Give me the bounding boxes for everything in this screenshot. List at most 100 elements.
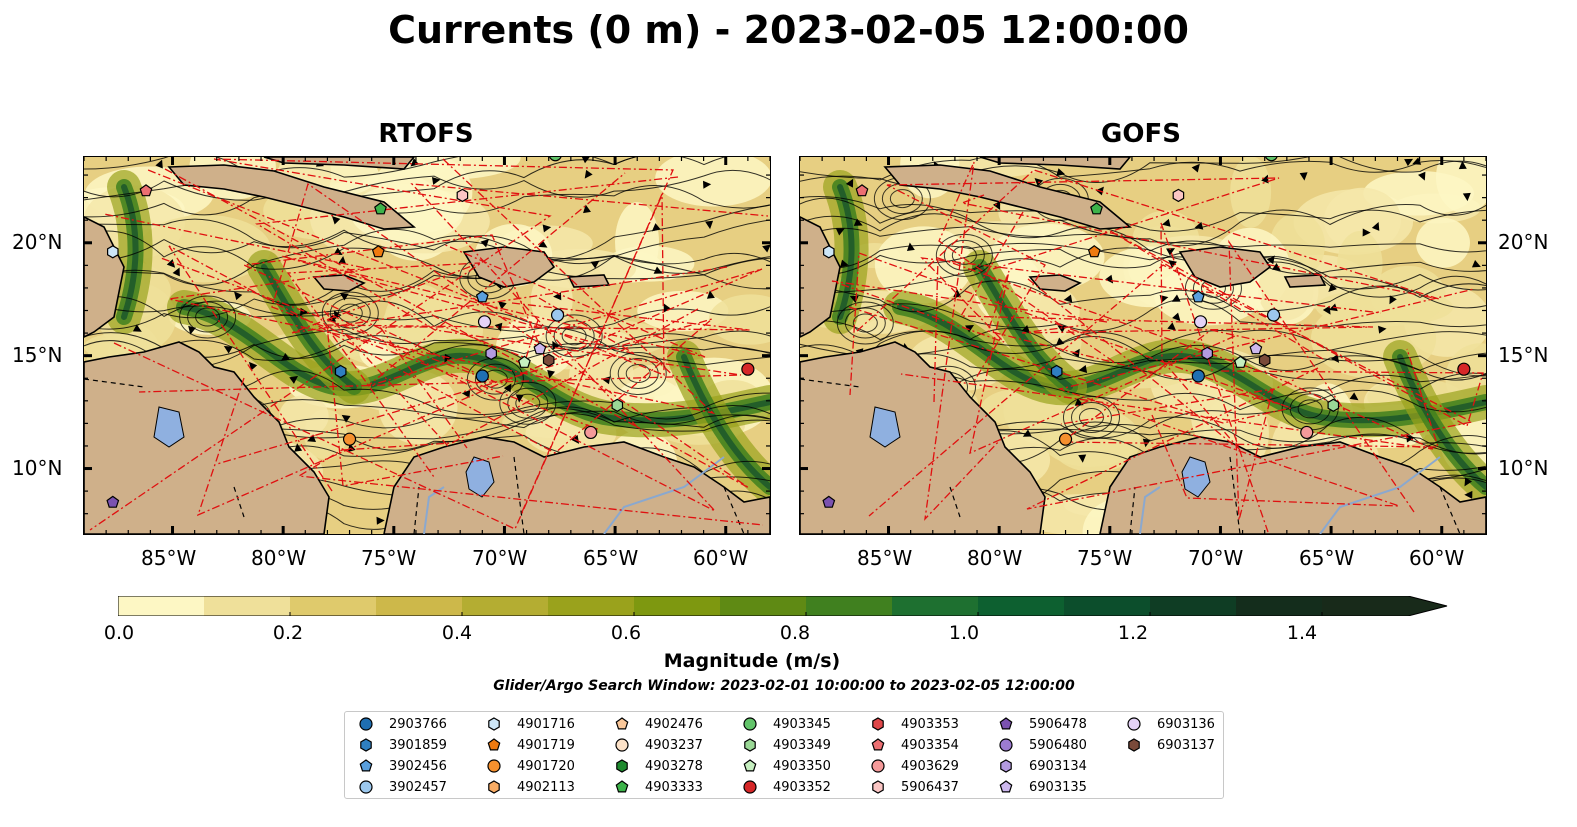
land-area — [462, 246, 556, 288]
eddy-streamline — [852, 313, 878, 333]
eddy-streamline — [507, 387, 549, 419]
legend-item: 6903136 — [1125, 714, 1215, 734]
flow-arrowhead — [1458, 160, 1467, 170]
eddy-streamline — [609, 351, 667, 395]
float-marker-3901859 — [1050, 364, 1063, 379]
legend-item: 4903278 — [613, 756, 703, 776]
eez-boundary — [848, 252, 1294, 424]
land-area — [263, 157, 416, 170]
flow-arrowhead — [1021, 325, 1031, 334]
eez-boundary — [160, 234, 546, 383]
float-marker-5906478 — [822, 495, 836, 508]
flow-arrowhead — [1168, 259, 1177, 269]
flow-arrowhead — [503, 383, 512, 393]
eez-boundary — [378, 319, 539, 449]
flow-arrowhead — [845, 178, 854, 188]
fast-current-core — [681, 354, 770, 490]
flow-arrowhead — [702, 180, 712, 189]
eez-boundary — [959, 211, 1374, 334]
river — [1319, 456, 1441, 534]
lon-tick-label: 75°W — [1077, 546, 1133, 570]
eddy-streamline — [515, 393, 541, 413]
streamline — [800, 320, 1486, 362]
legend-label: 6903136 — [1157, 716, 1215, 732]
float-marker-4901719 — [371, 245, 385, 258]
float-marker-5906437 — [1172, 188, 1185, 203]
eddy-streamline — [844, 307, 886, 339]
flow-arrowhead — [289, 375, 299, 384]
flow-arrowhead — [155, 159, 163, 169]
legend-label: 4903353 — [901, 716, 959, 732]
hexagon-marker-icon — [488, 780, 500, 794]
flow-arrowhead — [542, 224, 552, 233]
streamline — [84, 255, 770, 330]
lake — [869, 406, 901, 448]
eddy-streamline — [499, 381, 557, 425]
flow-arrowhead — [461, 389, 471, 398]
lon-tick-label: 85°W — [141, 546, 197, 570]
lon-tick-label: 60°W — [1409, 546, 1465, 570]
legend-label: 4903350 — [773, 758, 831, 774]
legend-marker — [615, 780, 629, 793]
flow-arrowhead — [223, 345, 233, 354]
float-marker-4903345 — [549, 157, 562, 162]
colorbar-tick: 0.8 — [779, 622, 811, 644]
lake — [465, 456, 495, 498]
flow-arrowhead — [1389, 295, 1397, 305]
legend-marker — [871, 738, 885, 751]
flow-arrowhead — [294, 443, 303, 452]
colorbar-segment — [548, 596, 635, 616]
float-marker-6903137 — [1258, 353, 1271, 367]
country-border — [84, 378, 745, 534]
legend-item: 4902476 — [613, 714, 703, 734]
lon-tick-label: 65°W — [583, 546, 639, 570]
eez-boundary — [1057, 288, 1475, 507]
eddy-streamline — [625, 363, 651, 383]
pentagon-marker-icon — [615, 780, 629, 793]
legend-label: 4903352 — [773, 779, 831, 795]
circle-marker-icon — [871, 759, 885, 773]
circle-marker-icon — [487, 759, 501, 773]
float-marker-4901719 — [1087, 245, 1101, 258]
flow-arrowhead — [1171, 294, 1181, 302]
legend-marker — [999, 717, 1013, 730]
flow-arrowhead — [1349, 392, 1359, 401]
circle-marker-icon — [359, 780, 373, 794]
float-marker-5906437 — [456, 188, 469, 203]
flow-arrowhead — [590, 260, 600, 269]
colorbar-tick: 1.0 — [948, 622, 980, 644]
float-marker-4903333 — [1090, 202, 1103, 215]
legend-marker — [999, 780, 1013, 793]
colorbar-label: Magnitude (m/s) — [663, 650, 841, 672]
streamline — [84, 204, 770, 286]
flow-arrowhead — [1022, 429, 1032, 437]
legend-label: 3901859 — [389, 737, 447, 753]
flow-arrowhead — [444, 353, 452, 363]
speed-contour — [1415, 217, 1470, 268]
flow-arrowhead — [1272, 263, 1281, 271]
legend-marker — [488, 717, 500, 731]
flow-arrowhead — [552, 340, 560, 350]
speed-contour — [279, 395, 329, 438]
flow-arrowhead — [538, 240, 548, 248]
land-area — [800, 341, 1046, 534]
flow-arrowhead — [1172, 312, 1181, 322]
eddy-streamline — [337, 303, 363, 323]
legend-label: 2903766 — [389, 716, 447, 732]
legend-label: 4901720 — [517, 758, 575, 774]
legend-marker — [359, 780, 373, 794]
circle-marker-icon — [1127, 717, 1141, 731]
float-marker-5906478 — [106, 495, 120, 508]
circle-marker-icon — [743, 717, 757, 731]
panel-title-gofs: GOFS — [1101, 119, 1181, 149]
eddy-streamline — [561, 326, 587, 346]
eez-boundary — [1060, 239, 1415, 521]
eddy-streamline — [943, 239, 985, 271]
float-marker-4903333 — [374, 202, 387, 215]
lon-tick-label: 85°W — [857, 546, 913, 570]
float-marker-4903349 — [611, 398, 624, 412]
flow-arrowhead — [1378, 325, 1387, 334]
float-marker-6903135 — [533, 342, 547, 355]
legend-marker — [616, 759, 628, 773]
lat-tick-label: 15°N — [1498, 343, 1549, 367]
